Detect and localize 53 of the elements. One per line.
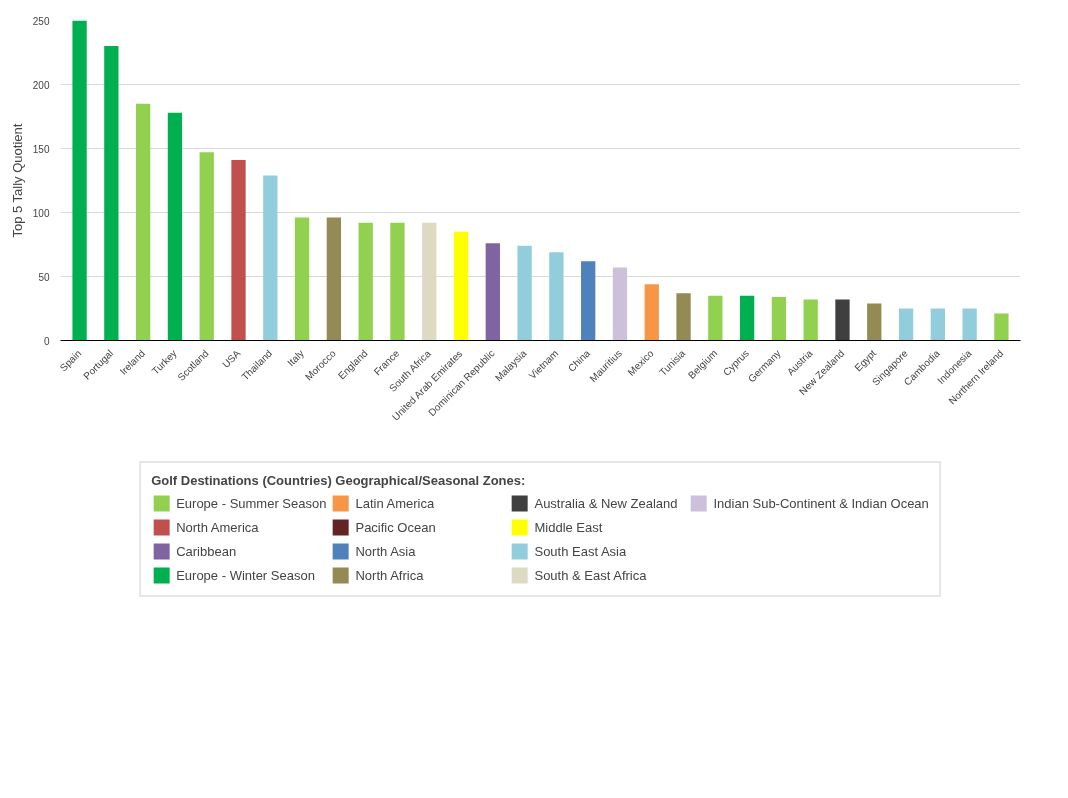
legend-label: Australia & New Zealand <box>534 495 679 511</box>
x-tick-label: Italy <box>285 347 306 369</box>
bar <box>739 295 755 341</box>
y-tick-label: 100 <box>32 207 50 219</box>
legend-label: North Africa <box>355 567 425 583</box>
legend-label: Middle East <box>534 519 604 535</box>
bar <box>930 308 945 341</box>
bar <box>72 20 87 341</box>
x-tick-label: USA <box>220 347 243 370</box>
y-axis-title: Top 5 Tally Quotient <box>9 123 25 238</box>
bar <box>517 245 532 341</box>
legend-label: South & East Africa <box>534 567 648 583</box>
y-tick-label: 50 <box>38 271 50 283</box>
bar <box>676 293 691 341</box>
legend-label: Indian Sub-Continent & Indian Ocean <box>713 495 929 511</box>
bar <box>358 222 373 341</box>
bar <box>390 222 405 341</box>
legend-label: Caribbean <box>176 543 238 559</box>
bar <box>485 243 500 341</box>
bar <box>708 295 723 341</box>
legend-label: Pacific Ocean <box>355 519 437 535</box>
legend-label: Latin America <box>355 495 436 511</box>
bar <box>199 152 214 341</box>
bar <box>294 217 310 341</box>
bar <box>771 296 787 341</box>
y-tick-label: 250 <box>32 15 50 27</box>
bar <box>644 284 659 341</box>
legend-label: North Asia <box>355 543 417 559</box>
bar <box>136 103 151 341</box>
bar <box>898 308 914 341</box>
legend-label: Europe - Winter Season <box>176 567 316 583</box>
bar <box>326 217 342 341</box>
bar <box>263 175 278 341</box>
bar <box>835 299 850 341</box>
bar <box>962 308 977 341</box>
legend-label: South East Asia <box>534 543 628 559</box>
y-tick-label: 200 <box>32 79 50 91</box>
bar <box>581 261 596 341</box>
legend-label: Europe - Summer Season <box>176 495 327 511</box>
bar <box>994 313 1009 341</box>
legend-title: Golf Destinations (Countries) Geographical/Seasonal Zones: <box>151 473 527 488</box>
bar <box>612 267 628 341</box>
legend-label: North America <box>176 519 260 535</box>
bar <box>231 160 246 341</box>
bar <box>803 299 818 341</box>
bar <box>104 46 119 341</box>
y-tick-label: 150 <box>32 143 50 155</box>
bar <box>549 252 564 341</box>
bar <box>422 222 437 341</box>
bar <box>167 112 183 341</box>
bar <box>867 303 882 341</box>
bar <box>453 231 469 341</box>
y-tick-label: 0 <box>43 335 50 347</box>
